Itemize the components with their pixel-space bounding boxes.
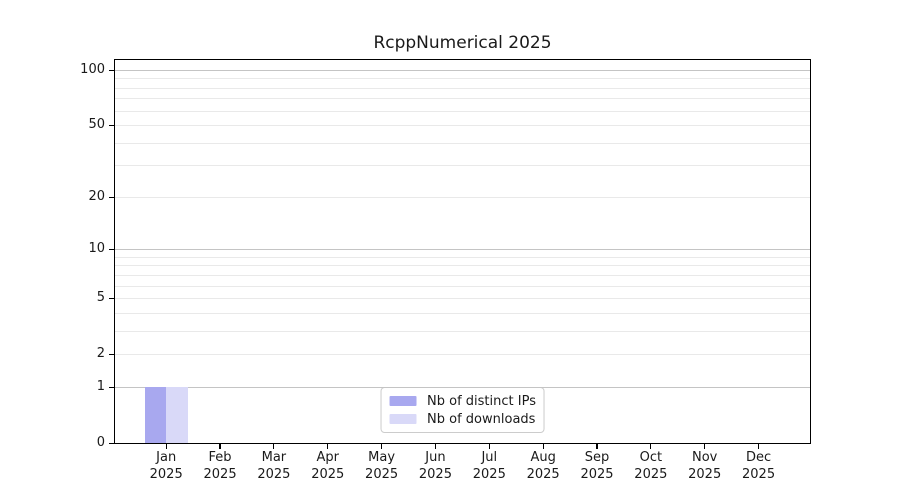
x-tick-month: Feb	[208, 450, 232, 465]
chart-title: RcppNumerical 2025	[373, 33, 552, 53]
x-tick-year: 2025	[149, 467, 183, 482]
y-axis-tick	[109, 248, 114, 250]
x-tick-label: Dec 2025	[727, 449, 791, 483]
legend-entry: Nb of downloads	[389, 410, 536, 428]
x-tick-month: Sep	[584, 450, 610, 465]
y-gridline-major	[115, 249, 810, 251]
y-tick-label: 20	[88, 189, 105, 205]
y-tick-label: 100	[80, 62, 105, 78]
y-axis-tick	[109, 353, 114, 355]
x-tick-label: Mar 2025	[242, 449, 306, 483]
x-tick-label: Feb 2025	[188, 449, 252, 483]
y-gridline-minor	[115, 98, 810, 100]
x-tick-label: Aug 2025	[511, 449, 575, 483]
x-tick-label: Sep 2025	[565, 449, 629, 483]
legend-label: Nb of distinct IPs	[427, 393, 536, 409]
x-axis-tick	[542, 443, 544, 449]
y-gridline-minor	[115, 285, 810, 287]
plot-area: Nb of distinct IPs Nb of downloads	[114, 59, 811, 444]
x-tick-month: Jul	[481, 450, 498, 465]
y-tick-label: 5	[96, 290, 105, 306]
x-axis-tick	[327, 443, 329, 449]
x-tick-label: Oct 2025	[619, 449, 683, 483]
legend-swatch	[389, 414, 417, 424]
x-axis-tick	[434, 443, 437, 449]
x-tick-year: 2025	[365, 467, 399, 482]
x-axis-tick	[219, 443, 221, 449]
y-tick-label: 2	[96, 346, 105, 362]
x-tick-year: 2025	[418, 467, 452, 482]
x-tick-label: Jan 2025	[134, 449, 198, 483]
x-axis-tick	[273, 443, 275, 449]
y-gridline-major	[115, 386, 810, 388]
y-gridline-minor	[115, 110, 810, 112]
x-tick-month: Dec	[745, 450, 772, 465]
x-tick-year: 2025	[311, 467, 345, 482]
y-gridline-minor	[115, 298, 810, 300]
y-gridline-major	[115, 70, 810, 71]
y-axis-tick	[109, 442, 114, 444]
x-tick-year: 2025	[526, 467, 560, 482]
y-tick-label: 1	[96, 379, 105, 395]
x-tick-year: 2025	[742, 467, 776, 482]
x-tick-month: Aug	[530, 450, 556, 465]
x-tick-month: Apr	[316, 450, 340, 465]
x-tick-year: 2025	[257, 467, 291, 482]
x-tick-month: Jun	[425, 450, 446, 465]
y-gridline-minor	[115, 312, 810, 314]
x-axis-tick	[488, 443, 490, 449]
x-axis-tick	[704, 443, 706, 449]
x-tick-year: 2025	[580, 467, 614, 482]
legend-entry: Nb of distinct IPs	[389, 392, 536, 410]
x-tick-label: Jul 2025	[457, 449, 521, 483]
y-axis-tick	[109, 69, 114, 71]
bar-distinct-ips	[144, 386, 166, 443]
x-axis-tick	[381, 443, 383, 449]
x-tick-month: Nov	[692, 450, 718, 465]
bar-downloads	[166, 386, 188, 443]
x-axis-tick	[757, 443, 760, 449]
x-tick-month: Oct	[639, 450, 663, 465]
x-tick-year: 2025	[688, 467, 722, 482]
x-tick-year: 2025	[203, 467, 237, 482]
y-axis-tick	[109, 297, 114, 299]
x-axis-tick	[165, 443, 167, 449]
y-gridline-minor	[115, 165, 810, 167]
x-tick-label: Nov 2025	[673, 449, 737, 483]
y-tick-label: 50	[88, 117, 105, 133]
y-axis-tick	[109, 124, 114, 126]
x-tick-year: 2025	[472, 467, 506, 482]
y-gridline-minor	[115, 256, 810, 258]
legend-label: Nb of downloads	[427, 411, 536, 427]
y-axis-tick	[109, 386, 114, 388]
x-axis-tick	[596, 443, 598, 449]
x-tick-month: Jan	[156, 450, 177, 465]
x-tick-month: Mar	[261, 450, 287, 465]
y-gridline-minor	[115, 125, 810, 127]
y-tick-label: 0	[96, 435, 105, 451]
y-gridline-minor	[115, 87, 810, 89]
x-axis-tick	[650, 443, 652, 449]
y-gridline-minor	[115, 354, 810, 356]
y-gridline-minor	[115, 142, 810, 144]
y-gridline-minor	[115, 196, 810, 198]
x-tick-label: Apr 2025	[296, 449, 360, 483]
legend-swatch	[389, 396, 417, 406]
legend: Nb of distinct IPs Nb of downloads	[380, 387, 545, 433]
x-tick-label: May 2025	[350, 449, 414, 483]
y-gridline-minor	[115, 274, 810, 276]
y-gridline-minor	[115, 330, 810, 332]
x-tick-label: Jun 2025	[403, 449, 467, 483]
y-gridline-minor	[115, 78, 810, 80]
y-tick-label: 10	[88, 241, 105, 257]
y-gridline-minor	[115, 265, 810, 267]
x-tick-month: May	[368, 450, 396, 465]
x-tick-year: 2025	[634, 467, 668, 482]
y-axis-tick	[109, 196, 114, 198]
